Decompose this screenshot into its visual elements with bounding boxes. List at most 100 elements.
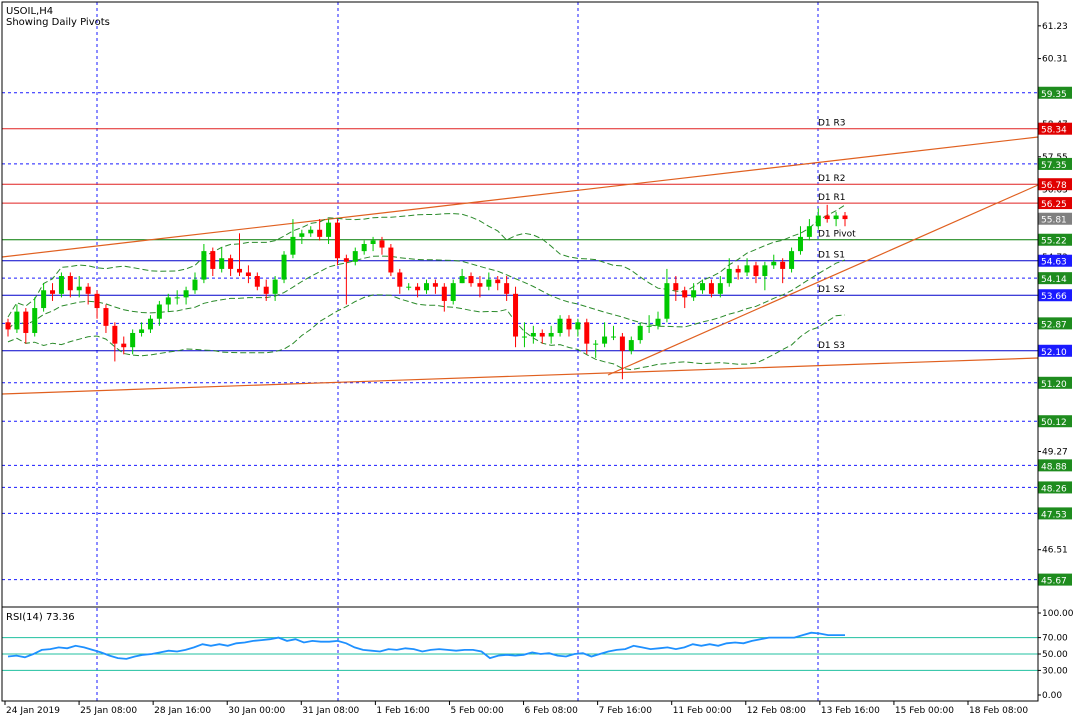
candle (290, 219, 296, 259)
price-level-badge-text: 51.20 (1041, 380, 1067, 390)
candle-body (682, 290, 688, 298)
price-level-badge-text: 56.25 (1041, 200, 1067, 210)
time-tick-label: 18 Feb 08:00 (969, 706, 1028, 716)
candle-body (833, 215, 839, 220)
rsi-panel-frame (1, 606, 1039, 702)
candle-body (789, 251, 795, 269)
price-level-badge: 48.26 (1038, 481, 1072, 494)
candle-body (432, 283, 438, 287)
rsi-line (7, 631, 845, 660)
candle-body (548, 332, 554, 337)
candle-body (450, 283, 456, 301)
candle (379, 236, 385, 255)
price-level-badge-text: 55.81 (1041, 216, 1067, 226)
candle (673, 276, 679, 301)
price-tick-label: 60.31 (1042, 55, 1068, 65)
rsi-panel: 100.00 70.00 50.00 30.00 0.00 (2, 609, 1074, 701)
time-tick-label: 6 Feb 08:00 (525, 706, 579, 716)
candle (691, 283, 697, 301)
candle-body (147, 318, 153, 330)
candle-body (619, 336, 625, 351)
candle (726, 258, 732, 287)
candle-body (237, 268, 243, 273)
candle (806, 219, 812, 241)
rsi-tick-label: 70.00 (1042, 634, 1068, 644)
candle (441, 283, 447, 312)
candle (281, 251, 287, 284)
candle-body (459, 276, 465, 284)
price-level-badge-text: 56.78 (1041, 181, 1067, 191)
candle (76, 276, 82, 298)
candle-body (290, 236, 296, 255)
pivot-level-label: D1 S1 (818, 251, 845, 261)
candle-body (14, 311, 20, 330)
candle (147, 315, 153, 333)
candle-body (308, 229, 314, 234)
lower-trendline (1, 357, 1039, 395)
price-tick-label: 61.23 (1042, 22, 1068, 32)
candle-body (753, 265, 759, 277)
candle (708, 279, 714, 298)
price-level-badge-bg (1038, 344, 1072, 357)
candle-body (58, 276, 64, 294)
candle-body (156, 304, 162, 319)
candle-body (281, 254, 287, 280)
candle (717, 276, 723, 298)
candle-body (210, 251, 216, 269)
candle (58, 272, 64, 298)
candle-body (352, 251, 358, 262)
upper-trendline (1, 136, 1039, 258)
price-level-badge-text: 57.35 (1041, 161, 1067, 171)
price-level-badge-bg (1038, 376, 1072, 389)
candle-body (343, 258, 349, 262)
price-level-badge: 54.14 (1038, 272, 1072, 285)
price-level-badge-text: 48.88 (1041, 462, 1067, 472)
price-level-badge-text: 52.10 (1041, 348, 1067, 358)
candle (112, 322, 118, 362)
price-level-badge-text: 50.12 (1041, 418, 1067, 428)
price-level-badge-text: 59.35 (1041, 90, 1067, 100)
candle-body (388, 247, 394, 273)
candle-body (139, 329, 145, 333)
price-level-badge-bg (1038, 212, 1072, 225)
candle-body (201, 251, 207, 280)
candle (797, 226, 803, 255)
candle (237, 233, 243, 277)
candle-body (67, 276, 73, 291)
candle (299, 229, 305, 244)
candle (94, 290, 100, 319)
candle (700, 279, 706, 294)
candle-body (415, 286, 421, 291)
candle-body (593, 343, 599, 345)
candle-body (717, 283, 723, 294)
candle-body (272, 279, 278, 294)
candle (130, 329, 136, 355)
candle (254, 272, 260, 291)
candle (486, 272, 492, 291)
pivot-level-label: D1 R1 (818, 193, 846, 203)
candle (245, 265, 251, 284)
pivot-level-label: D1 R3 (818, 119, 846, 129)
candle-body (130, 332, 136, 348)
candle-body (76, 286, 82, 291)
candle-body (628, 340, 634, 351)
time-tick-label: 15 Feb 00:00 (895, 706, 954, 716)
candle (174, 290, 180, 305)
candle-body (112, 325, 118, 344)
price-level-badge: 45.67 (1038, 573, 1072, 587)
candle-body (299, 233, 305, 237)
price-level-badge: 58.34 (1038, 122, 1072, 136)
candle-body (317, 229, 323, 237)
candle-body (477, 283, 483, 287)
candle (762, 261, 768, 291)
candle (370, 236, 376, 252)
pivot-level-label: D1 R2 (818, 174, 846, 184)
candle (156, 300, 162, 326)
candle (539, 329, 545, 344)
candle-body (486, 279, 492, 287)
candle (139, 322, 145, 337)
pivot-level-label: D1 S2 (818, 285, 845, 295)
candle-body (379, 240, 385, 248)
